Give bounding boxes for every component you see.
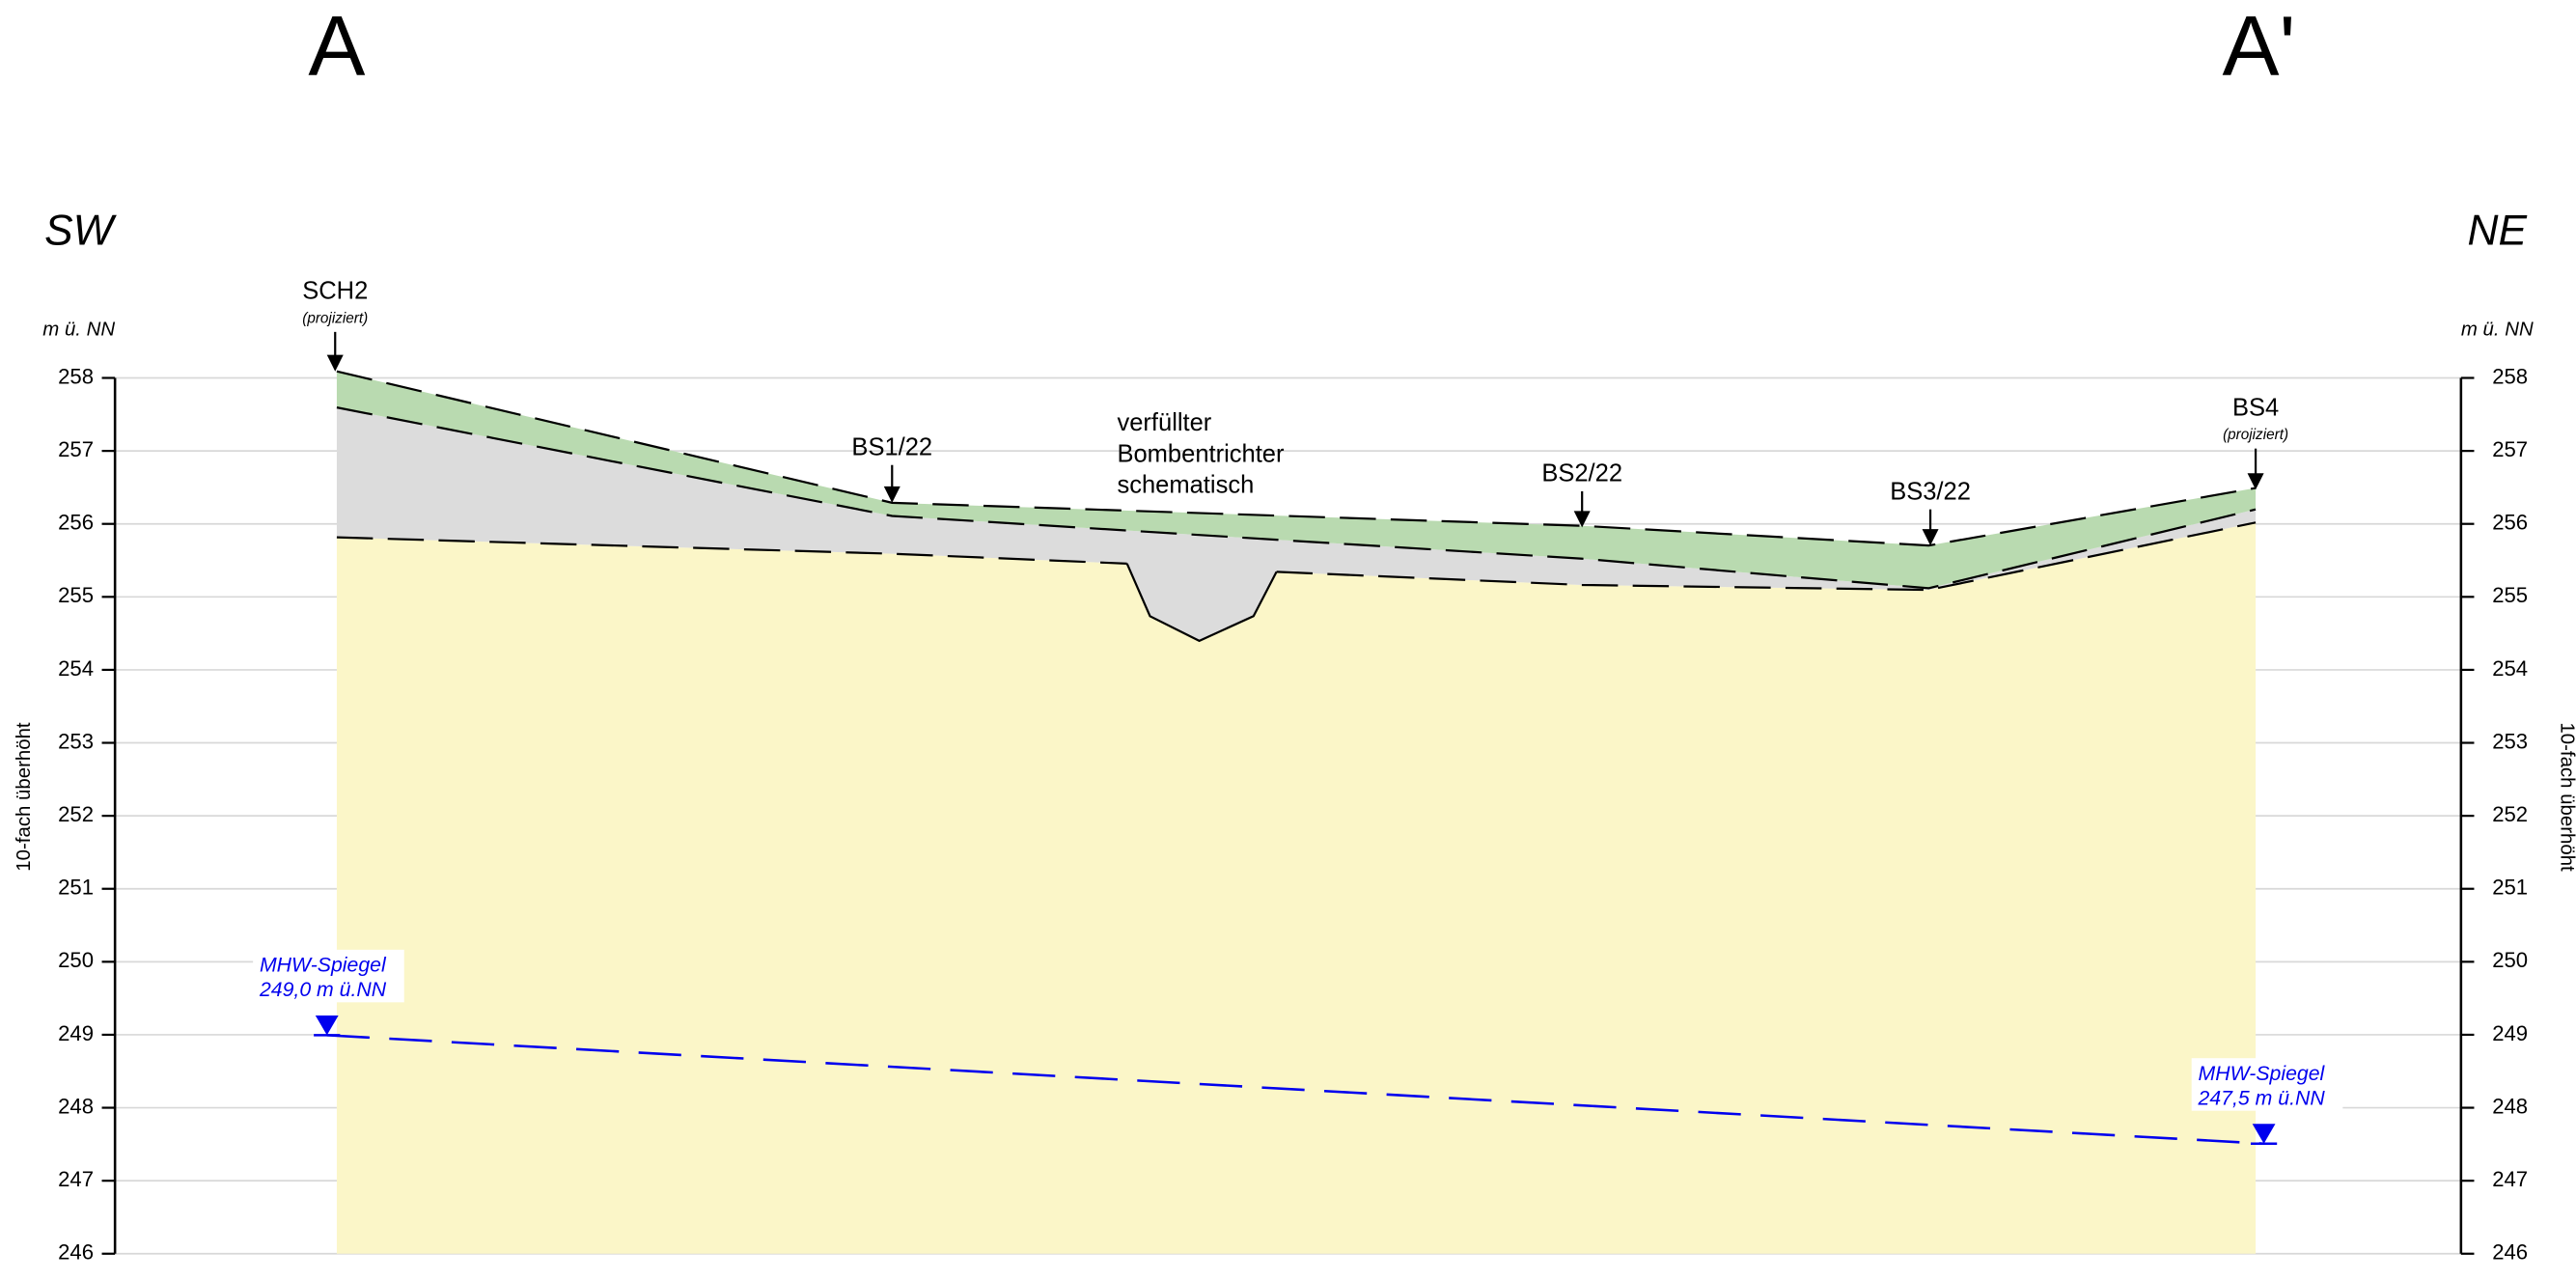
y-tick-label: 250 — [58, 948, 94, 972]
y-tick-label: 248 — [2492, 1094, 2528, 1118]
y-tick-label: 254 — [58, 656, 94, 681]
y-tick-label: 246 — [2492, 1240, 2528, 1265]
borehole-name: BS4 — [2232, 395, 2279, 422]
crater-note: verfüllter — [1117, 409, 1211, 436]
water-marker — [315, 1015, 339, 1036]
sand-layer — [336, 522, 2257, 1254]
topsoil-layer — [336, 371, 2257, 589]
y-tick-label: 255 — [2492, 583, 2528, 607]
y-tick-label: 250 — [2492, 948, 2528, 972]
boundaries — [336, 370, 2257, 643]
labels: 258 258 257 257 256 256 255 255 254 254 253 253 252 2… — [58, 278, 2528, 1265]
y-tick-label: 252 — [2492, 802, 2528, 826]
y-tick-label: 254 — [2492, 656, 2528, 681]
section-start: A — [308, 0, 365, 94]
exaggeration-left: 10-fach überhöht — [14, 722, 35, 872]
borehole-name: BS2/22 — [1541, 460, 1622, 487]
unit-right: m ü. NN — [2461, 320, 2534, 341]
y-tick-label: 258 — [2492, 364, 2528, 388]
water-level: 247,5 m ü.NN — [2198, 1086, 2326, 1109]
water-label-box — [2191, 1058, 2343, 1111]
y-tick-label: 257 — [58, 437, 94, 461]
crater-outline — [1125, 563, 1278, 643]
y-tick-label: 246 — [58, 1240, 94, 1265]
direction-right: NE — [2468, 207, 2528, 254]
y-tick-label: 251 — [58, 876, 94, 900]
y-tick-label: 258 — [58, 364, 94, 388]
crater-note: schematisch — [1117, 472, 1254, 499]
borehole-name: BS1/22 — [851, 433, 932, 460]
y-tick-label: 252 — [58, 802, 94, 826]
y-tick-label: 249 — [2492, 1021, 2528, 1045]
borehole-arrowhead — [2247, 473, 2264, 490]
direction-left: SW — [44, 207, 118, 254]
y-tick-label: 257 — [2492, 437, 2528, 461]
water-level-line — [326, 1034, 2264, 1145]
fill-layer — [336, 407, 2257, 641]
water-marker — [2252, 1124, 2276, 1144]
y-tick-label: 247 — [58, 1167, 94, 1191]
water-level: 249,0 m ü.NN — [259, 978, 387, 1001]
y-tick-label: 256 — [58, 511, 94, 535]
borehole-note: (projiziert) — [2223, 427, 2288, 443]
section-end: A' — [2223, 0, 2296, 94]
y-tick-label: 248 — [58, 1094, 94, 1118]
y-tick-label: 255 — [58, 583, 94, 607]
borehole-note: (projiziert) — [302, 310, 368, 326]
water-label: MHW-Spiegel — [260, 954, 387, 977]
y-tick-label: 247 — [2492, 1167, 2528, 1191]
fill-base — [336, 536, 1127, 565]
borehole-arrowhead — [1922, 529, 1939, 546]
y-tick-label: 249 — [58, 1021, 94, 1045]
fill-base — [1276, 521, 2257, 592]
borehole-arrowhead — [326, 354, 344, 372]
water-label-box — [253, 949, 404, 1003]
crater-note: Bombentrichter — [1117, 440, 1285, 467]
y-tick-label: 253 — [58, 729, 94, 753]
borehole-arrowhead — [883, 486, 900, 503]
unit-left: m ü. NN — [42, 320, 115, 341]
borehole-name: SCH2 — [302, 278, 368, 305]
topsoil-base — [336, 406, 2257, 590]
y-tick-label: 251 — [2492, 876, 2528, 900]
borehole-arrowhead — [1573, 511, 1591, 528]
water-label: MHW-Spiegel — [2199, 1062, 2326, 1085]
y-tick-label: 253 — [2492, 729, 2528, 753]
surface-line — [336, 370, 2257, 547]
borehole-name: BS3/22 — [1890, 478, 1971, 505]
y-tick-label: 256 — [2492, 511, 2528, 535]
exaggeration-right: 10-fach überhöht — [2556, 722, 2576, 872]
